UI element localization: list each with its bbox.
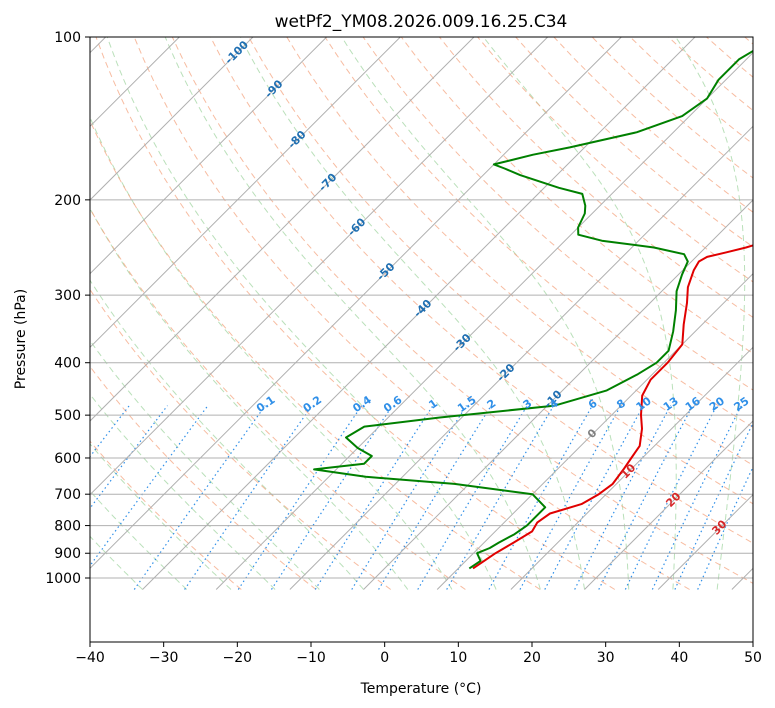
mixing-ratio-line: [598, 405, 694, 590]
dry-adiabat-line: [133, 37, 690, 590]
isotherm-line: [90, 37, 475, 422]
y-tick-label: 600: [54, 451, 81, 467]
y-tick-label: 800: [54, 519, 81, 535]
temperature-line: [472, 244, 753, 570]
moist-adiabat-line: [90, 207, 409, 590]
x-tick-label: 30: [597, 650, 615, 666]
x-tick-label: −30: [149, 650, 179, 666]
isotherm-line: [90, 37, 254, 201]
mixing-ratio-line: [417, 405, 528, 590]
mixing-ratio-line: [697, 465, 753, 590]
x-tick-label: 0: [380, 650, 389, 666]
isotherm-line: [436, 272, 753, 590]
moist-adiabat-line: [90, 393, 276, 590]
isotherm-line: [289, 125, 753, 590]
y-axis-title: Pressure (hPa): [13, 289, 29, 389]
moist-adiabat-line: [675, 37, 746, 590]
moist-adiabat-line: [90, 116, 453, 590]
mixing-ratio-line: [651, 405, 742, 590]
isotherm-line: [363, 199, 753, 590]
x-axis-title: Temperature (°C): [360, 681, 482, 697]
dry-adiabat-line: [210, 37, 753, 544]
y-tick-label: 300: [54, 288, 81, 304]
dry-adiabat-line: [439, 37, 753, 318]
mixing-ratio-line: [624, 405, 718, 590]
isotherm-line: [584, 420, 753, 590]
isotherm-line: [90, 37, 622, 570]
grid-lines: [90, 37, 753, 590]
dry-adiabat-line: [248, 37, 753, 505]
mixing-ratio-line: [446, 405, 555, 590]
mixing-ratio-label: 30: [752, 394, 772, 414]
mixing-ratio-line: [674, 421, 753, 590]
moist-adiabat-line: [90, 443, 232, 590]
moist-adiabat-line: [90, 279, 364, 590]
moist-adiabat-line: [106, 37, 497, 590]
isotherm-line: [90, 37, 328, 275]
moist-adiabat-line: [239, 37, 585, 590]
x-tick-label: −40: [75, 650, 105, 666]
mixing-ratio-line: [488, 405, 593, 590]
y-tick-label: 100: [54, 30, 81, 46]
moist-adiabats: [90, 37, 746, 590]
mixing-ratio-line: [314, 405, 434, 590]
plot-area: [90, 37, 753, 642]
dry-adiabat-line: [171, 37, 753, 584]
x-tick-label: 10: [449, 650, 467, 666]
plot-content: -100-90-80-70-60-50-40-30-20-10010203040…: [90, 37, 772, 590]
mixing-ratio-line: [133, 405, 266, 590]
x-tick-label: 50: [744, 650, 762, 666]
mixing-ratio-line: [90, 405, 209, 567]
y-tick-label: 700: [54, 487, 81, 503]
isotherm-line: [90, 37, 401, 349]
dry-adiabat-line: [95, 37, 616, 590]
dry-adiabat-line: [90, 365, 317, 590]
moist-adiabat-line: [164, 37, 541, 590]
isotherm-line: [142, 37, 696, 590]
dry-adiabat-line: [90, 440, 242, 590]
dry-adiabat-line: [477, 37, 753, 283]
x-tick-label: 40: [670, 650, 688, 666]
moist-adiabat-line: [341, 37, 630, 590]
moist-adiabat-line: [483, 37, 677, 590]
chart-title: wetPf2_YM08.2026.009.16.25.C34: [275, 12, 568, 32]
x-tick-label: 20: [523, 650, 541, 666]
mixing-ratio-line: [184, 405, 313, 590]
dewpoint-line: [313, 49, 753, 570]
y-tick-label: 400: [54, 356, 81, 372]
y-tick-label: 200: [54, 193, 81, 209]
y-tick-label: 900: [54, 546, 81, 562]
axes: −40 −30 −20 −10 0 10 20 30 40 50 100 200 300 400 500 60…: [45, 30, 762, 666]
mixing-ratio-line: [378, 405, 492, 590]
isotherm-line: [90, 37, 549, 496]
sounding-series: [313, 49, 753, 570]
isotherm-line: [510, 346, 753, 590]
y-tick-label: 1000: [45, 571, 81, 587]
x-tick-label: −20: [223, 650, 253, 666]
mixing-ratio-line: [351, 405, 468, 590]
x-tick-label: −10: [296, 650, 326, 666]
isotherm-line: [215, 51, 753, 590]
y-tick-label: 500: [54, 408, 81, 424]
mixing-ratio-lines: [90, 405, 753, 590]
plot-frame: [89, 36, 754, 643]
isotherm-line: [657, 493, 753, 590]
mixing-ratio-line: [90, 405, 168, 510]
